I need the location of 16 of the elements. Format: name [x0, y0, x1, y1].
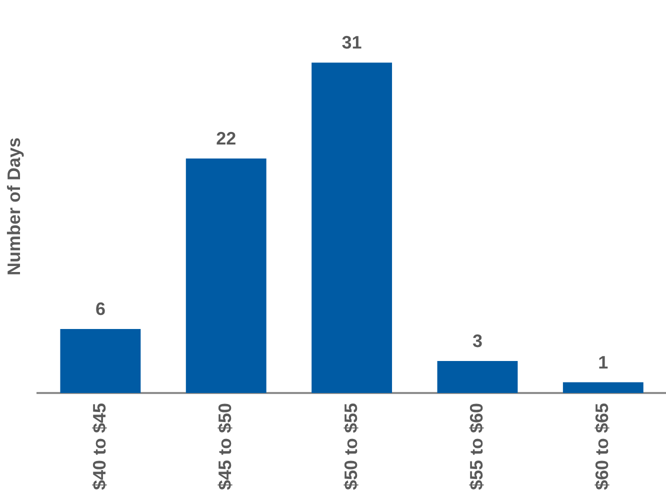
bar [312, 62, 392, 393]
bar [186, 158, 266, 393]
bar [437, 360, 518, 393]
data-label: 1 [598, 352, 608, 372]
data-label: 6 [95, 298, 106, 319]
data-label: 3 [472, 330, 482, 351]
x-tick-label: $60 to $65 [592, 402, 612, 490]
bar [60, 329, 141, 393]
data-label: 22 [216, 128, 236, 148]
x-tick-label: $40 to $45 [89, 402, 110, 490]
x-tick-label: $50 to $55 [340, 402, 361, 490]
data-label: 31 [342, 32, 362, 53]
bar [562, 382, 644, 393]
x-tick-label: $45 to $50 [215, 402, 236, 490]
y-axis-title: Number of Days [4, 137, 24, 276]
x-tick-label: $55 to $60 [466, 402, 486, 490]
